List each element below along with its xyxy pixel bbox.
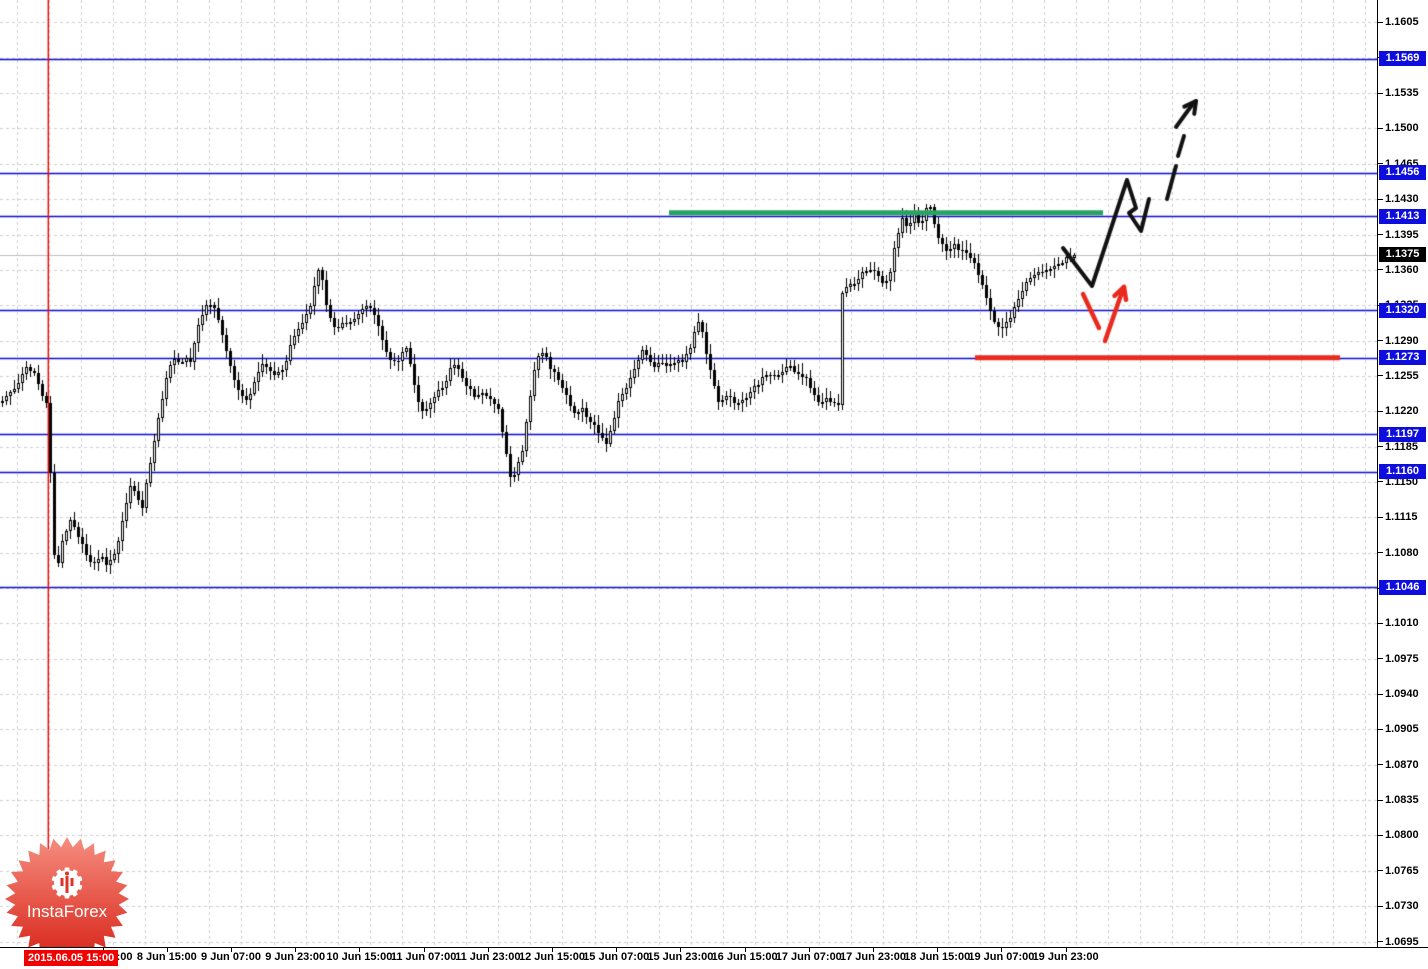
price-tick-label: 1.1605 — [1385, 16, 1419, 29]
price-tick-label: 1.1500 — [1385, 122, 1419, 135]
selected-date-label: 2015.06.05 15:00 — [24, 950, 119, 966]
current-price-label: 1.1375 — [1379, 247, 1426, 263]
price-tick-mark — [1378, 693, 1383, 695]
time-tick-mark — [423, 948, 425, 952]
price-level-label: 1.1456 — [1379, 165, 1426, 181]
price-tick-mark — [1378, 728, 1383, 730]
time-tick-mark — [231, 948, 232, 952]
price-tick-mark — [1378, 905, 1383, 907]
gear-trident-icon — [51, 867, 83, 899]
time-tick-mark — [937, 948, 939, 952]
price-tick-label: 1.1255 — [1385, 369, 1419, 382]
price-tick-mark — [1378, 516, 1383, 518]
price-tick-label: 1.0870 — [1385, 758, 1419, 771]
time-label: 17 Jun 07:00 — [775, 951, 842, 963]
logo-text: InstaForex — [27, 902, 108, 921]
price-tick-mark — [1378, 446, 1383, 448]
price-tick-label: 1.1115 — [1385, 511, 1418, 524]
price-tick-mark — [1378, 269, 1383, 271]
price-level-label: 1.1160 — [1379, 464, 1426, 480]
price-tick-label: 1.0765 — [1385, 864, 1419, 877]
instaforex-logo: InstaForex — [4, 836, 130, 962]
price-tick-label: 1.1360 — [1385, 263, 1419, 276]
price-level-label: 1.1197 — [1379, 426, 1426, 442]
time-tick-mark — [166, 948, 168, 952]
price-level-label: 1.1413 — [1379, 208, 1426, 224]
price-tick-label: 1.1430 — [1385, 193, 1419, 206]
price-tick-label: 1.0800 — [1385, 829, 1419, 842]
time-label: 17 Jun 23:00 — [839, 951, 907, 963]
time-tick-mark — [1065, 948, 1067, 952]
price-tick-mark — [1378, 21, 1383, 23]
price-level-label: 1.1569 — [1379, 51, 1426, 67]
price-tick-label: 1.1290 — [1385, 334, 1419, 347]
price-tick-label: 1.1185 — [1385, 440, 1419, 453]
price-tick-label: 1.1220 — [1385, 405, 1419, 418]
time-label: 11 Jun 23:00 — [455, 951, 521, 963]
time-tick-mark — [873, 948, 874, 952]
price-tick-label: 1.0940 — [1385, 688, 1419, 701]
price-tick-mark — [1378, 764, 1383, 766]
time-tick-mark — [808, 948, 810, 952]
price-tick-label: 1.1080 — [1385, 546, 1419, 559]
time-tick-mark — [680, 948, 682, 952]
time-label: 19 Jun 23:00 — [1032, 951, 1099, 963]
time-tick-mark — [295, 948, 297, 952]
price-tick-mark — [1378, 127, 1383, 129]
price-tick-mark — [1378, 92, 1383, 94]
time-label: 16 Jun 15:00 — [711, 951, 778, 963]
price-tick-label: 1.0835 — [1385, 794, 1419, 807]
price-tick-label: 1.0975 — [1385, 652, 1419, 665]
time-label: 10 Jun 15:00 — [326, 951, 393, 963]
candlestick-chart[interactable] — [0, 0, 1377, 947]
time-axis[interactable]: 2015.06.05 15:00 5 Jun 23:008 Jun 15:009… — [0, 947, 1428, 969]
time-label: 9 Jun 23:00 — [265, 951, 326, 963]
price-level-label: 1.1046 — [1379, 579, 1426, 595]
price-tick-label: 1.1535 — [1385, 87, 1419, 100]
price-tick-mark — [1378, 870, 1383, 872]
instaforex-logo-icon: InstaForex — [5, 837, 129, 961]
price-tick-mark — [1378, 941, 1383, 942]
time-label: 19 Jun 07:00 — [968, 951, 1035, 963]
time-tick-mark — [744, 948, 746, 952]
price-tick-mark — [1378, 234, 1383, 235]
price-tick-mark — [1378, 658, 1383, 660]
price-tick-mark — [1378, 552, 1383, 554]
price-tick-label: 1.0695 — [1385, 935, 1419, 948]
time-tick-mark — [1001, 948, 1003, 952]
price-tick-mark — [1378, 198, 1383, 200]
price-tick-mark — [1378, 375, 1383, 377]
time-label: 8 Jun 15:00 — [136, 951, 197, 963]
price-tick-label: 1.1010 — [1385, 617, 1419, 630]
price-tick-label: 1.1395 — [1385, 228, 1419, 241]
time-tick-mark — [359, 948, 361, 952]
time-label: 12 Jun 15:00 — [518, 951, 586, 963]
price-level-label: 1.1320 — [1379, 302, 1426, 318]
price-tick-label: 1.0730 — [1385, 900, 1419, 913]
time-label: 15 Jun 23:00 — [647, 951, 714, 963]
price-tick-mark — [1378, 481, 1383, 483]
price-tick-mark — [1378, 799, 1383, 801]
price-axis[interactable]: 1.16051.15701.15351.15001.14651.14301.13… — [1377, 0, 1428, 948]
price-tick-label: 1.0905 — [1385, 723, 1419, 736]
price-tick-mark — [1378, 163, 1383, 165]
price-tick-mark — [1378, 340, 1383, 342]
time-label: 15 Jun 07:00 — [583, 951, 650, 963]
price-tick-mark — [1378, 834, 1383, 836]
time-tick-mark — [487, 948, 489, 952]
price-tick-mark — [1378, 410, 1383, 412]
starburst-shape — [5, 837, 129, 961]
time-label: 9 Jun 07:00 — [201, 951, 261, 963]
time-tick-mark — [616, 948, 618, 952]
time-tick-mark — [552, 948, 553, 952]
time-label: 11 Jun 07:00 — [390, 951, 457, 963]
price-level-label: 1.1273 — [1379, 350, 1426, 366]
price-tick-mark — [1378, 622, 1383, 624]
time-label: 18 Jun 15:00 — [904, 951, 971, 963]
